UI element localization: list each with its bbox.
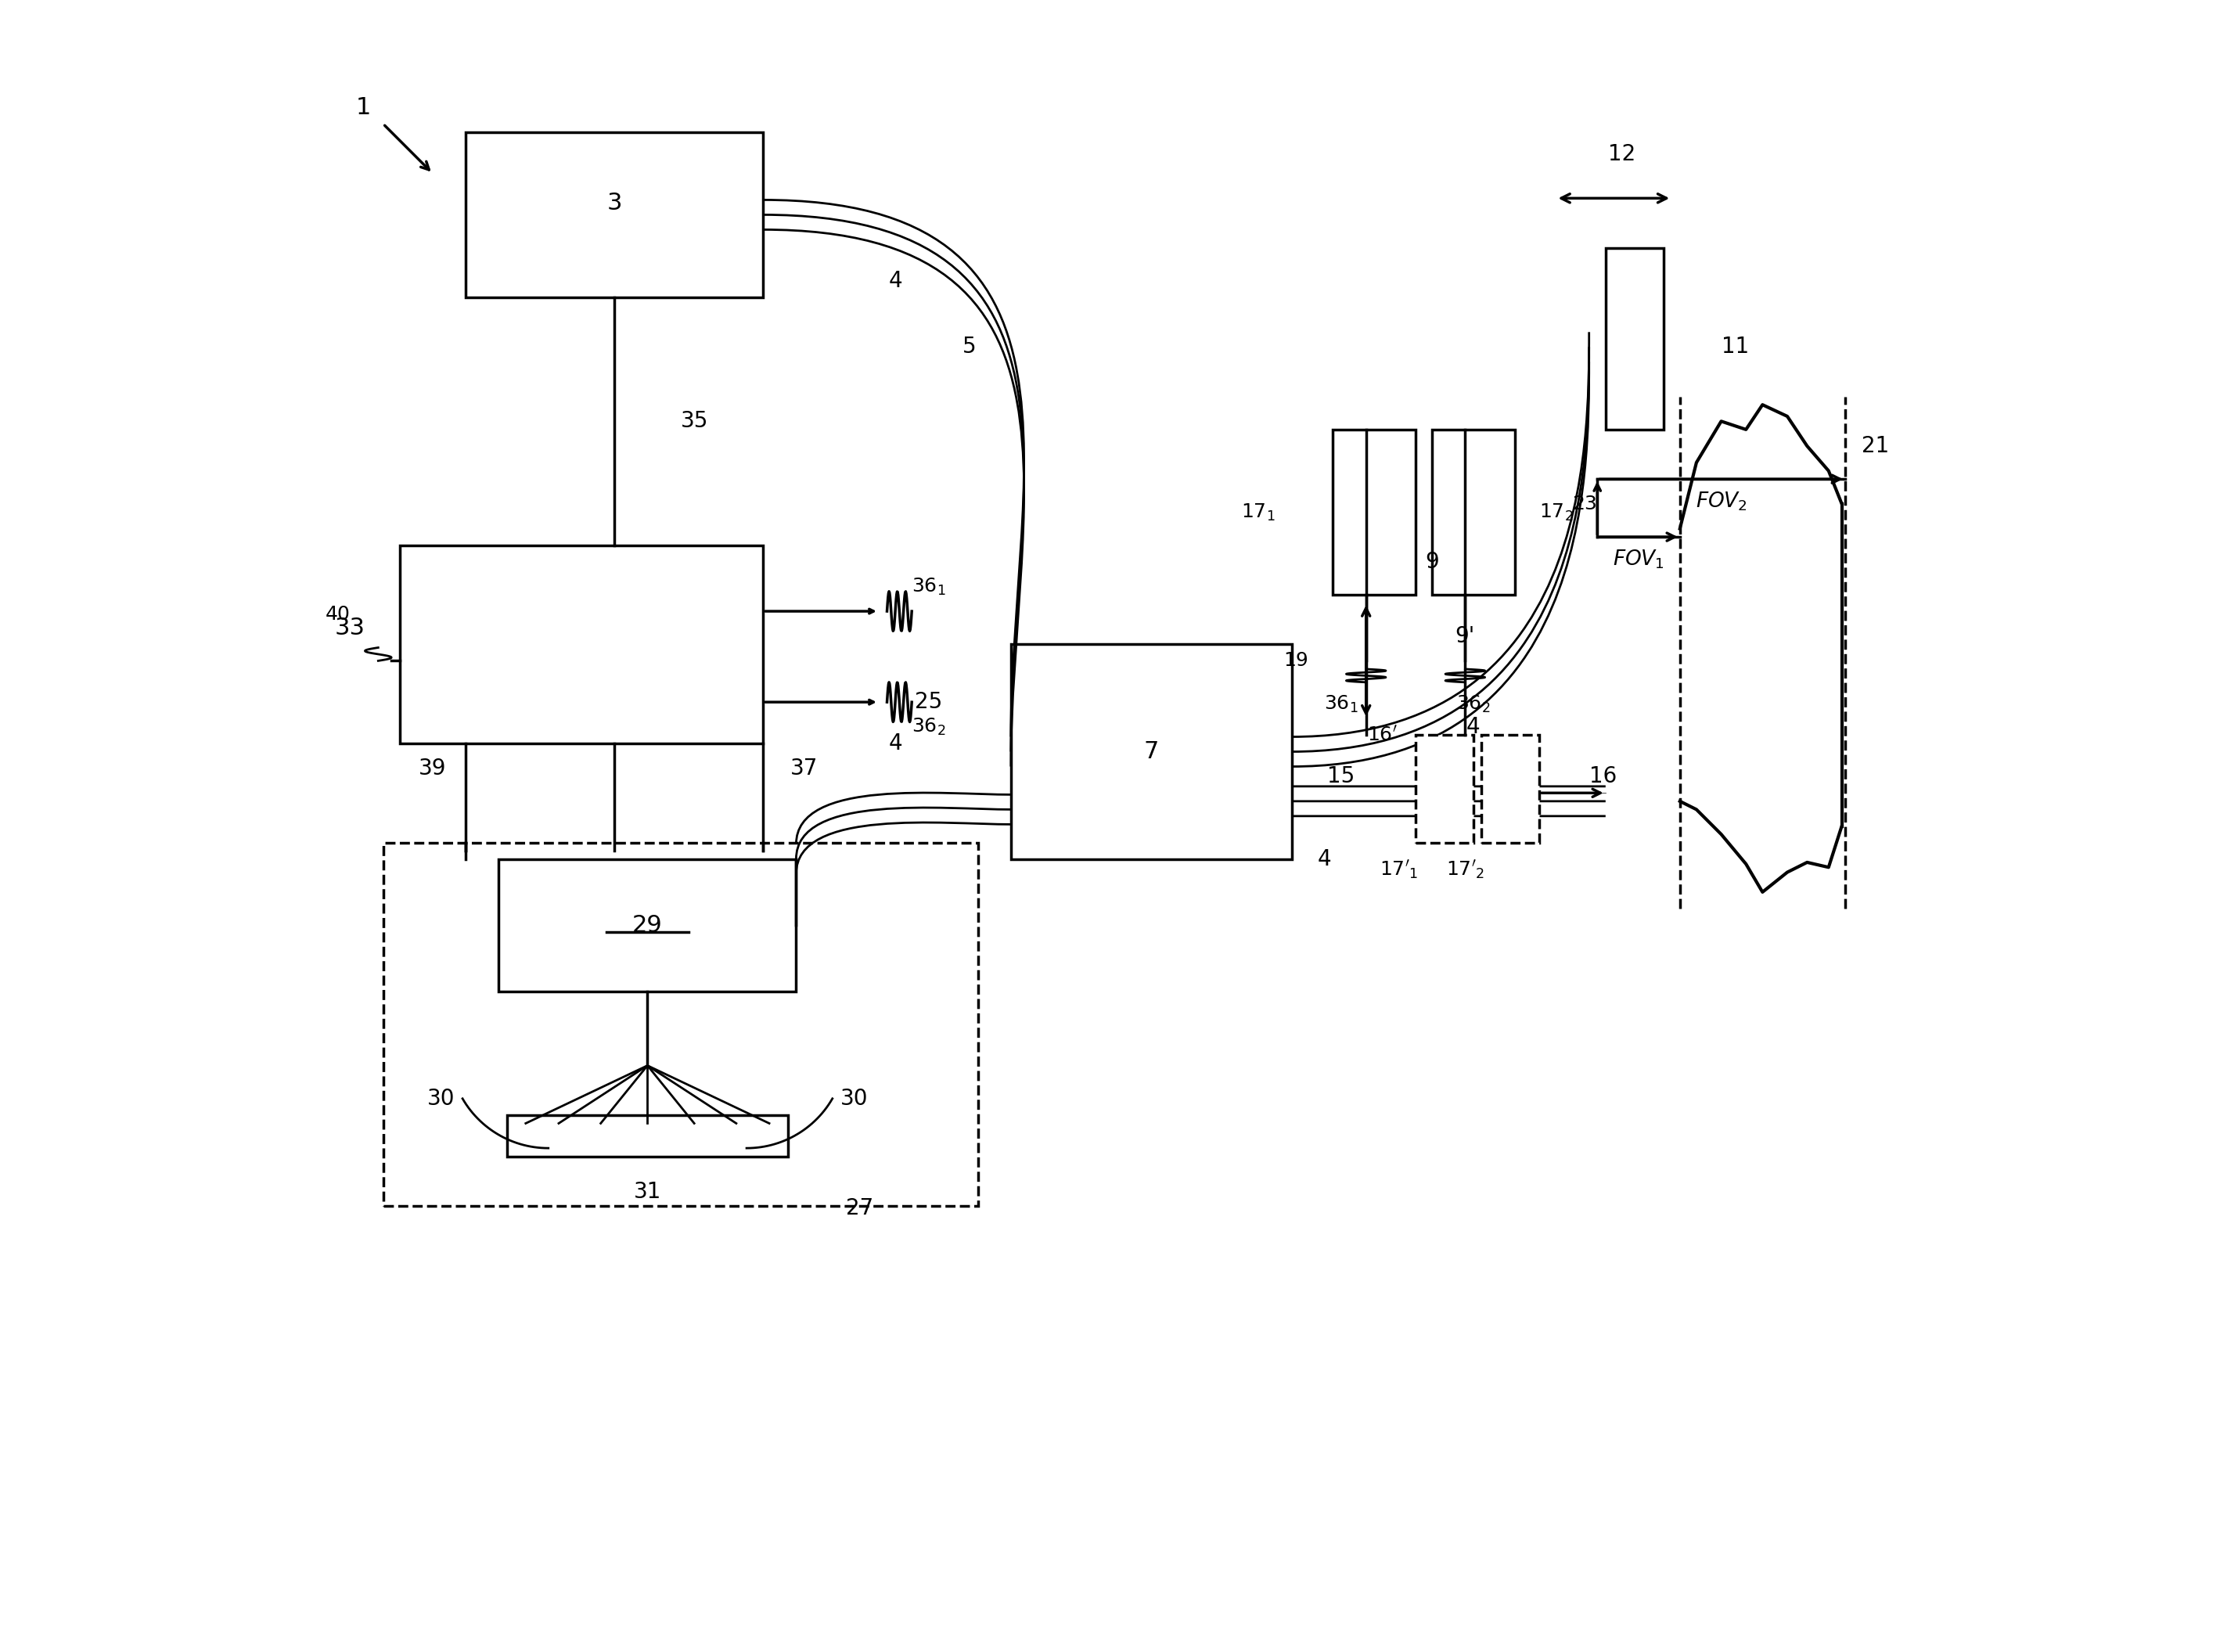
Text: 19: 19 (1283, 651, 1308, 671)
Bar (500, 859, 797, 991)
Text: $17_2$: $17_2$ (1538, 502, 1574, 522)
Text: 4: 4 (1319, 847, 1332, 871)
Text: $36_2$: $36_2$ (912, 717, 946, 737)
Text: 31: 31 (633, 1181, 662, 1203)
Bar (1332, 430, 1416, 595)
Text: 25: 25 (915, 691, 941, 714)
Text: 30: 30 (426, 1087, 455, 1110)
Text: 16: 16 (1590, 765, 1616, 788)
Bar (466, 132, 764, 297)
Text: $36_1$: $36_1$ (1323, 694, 1359, 714)
Bar (384, 843, 977, 1206)
Text: 7: 7 (1143, 740, 1159, 763)
Text: 11: 11 (1721, 335, 1749, 358)
Bar (400, 545, 764, 743)
Bar (1432, 430, 1514, 595)
Text: 29: 29 (633, 914, 662, 937)
Text: $17'_2$: $17'_2$ (1445, 859, 1485, 881)
Text: 4: 4 (888, 732, 901, 755)
Text: $17_1$: $17_1$ (1241, 502, 1274, 522)
Text: $FOV_1$: $FOV_1$ (1612, 548, 1665, 572)
Text: 37: 37 (790, 757, 819, 780)
Text: 9: 9 (1425, 550, 1439, 573)
Text: 39: 39 (420, 757, 446, 780)
Text: 35: 35 (682, 410, 708, 433)
Text: 9': 9' (1456, 624, 1474, 648)
Text: 27: 27 (846, 1198, 872, 1219)
Text: 4: 4 (1467, 715, 1481, 738)
Text: 12: 12 (1607, 144, 1636, 165)
Bar (1481, 735, 1538, 843)
Text: $FOV_2$: $FOV_2$ (1696, 491, 1747, 514)
Bar (506, 1115, 788, 1156)
Text: 33: 33 (335, 616, 366, 639)
Text: 15: 15 (1328, 765, 1354, 788)
Text: $17'_1$: $17'_1$ (1381, 859, 1419, 881)
Text: 3: 3 (606, 192, 622, 215)
Text: 4: 4 (888, 269, 901, 292)
Bar (1605, 248, 1663, 430)
Text: $36_2$: $36_2$ (1456, 694, 1490, 714)
Text: 30: 30 (839, 1087, 868, 1110)
Bar (1416, 735, 1474, 843)
Bar (1010, 644, 1292, 859)
Text: 40: 40 (324, 605, 351, 624)
Text: 23: 23 (1572, 494, 1598, 514)
Text: 21: 21 (1863, 434, 1889, 458)
Text: 1: 1 (355, 96, 371, 119)
Text: 5: 5 (963, 335, 977, 358)
Text: $16'$: $16'$ (1368, 725, 1399, 745)
Text: $36_1$: $36_1$ (912, 577, 946, 596)
